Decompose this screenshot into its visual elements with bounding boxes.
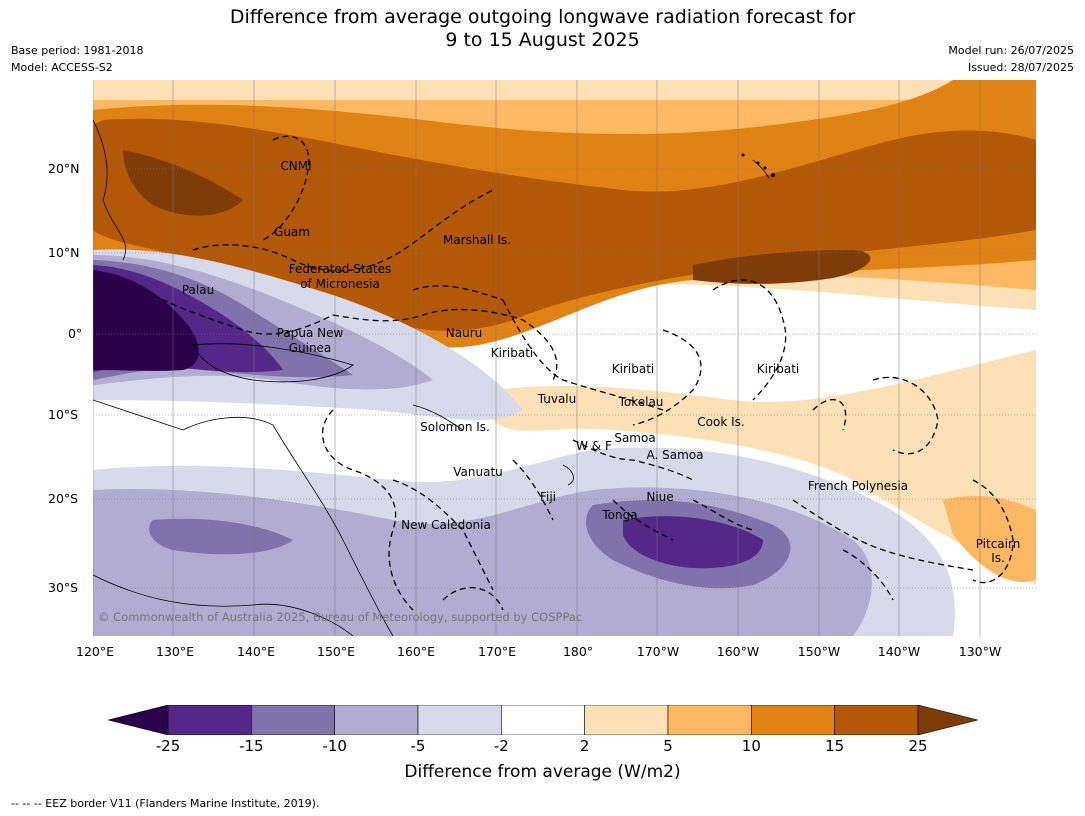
base-period: Base period: 1981-2018 (11, 44, 144, 57)
colorbar-tick-label: 2 (579, 737, 590, 755)
meta-right: Model run: 26/07/2025 Issued: 28/07/2025 (948, 42, 1074, 76)
eez-borders (152, 135, 1014, 611)
place-label: Solomon Is. (420, 420, 490, 434)
place-label: CNMI (280, 159, 312, 173)
lat-label-20s: 20°S (48, 491, 79, 506)
lat-label-30s: 30°S (48, 580, 79, 595)
place-label: Vanuatu (453, 465, 503, 479)
colorbar-tick-label: -15 (239, 737, 264, 755)
lon-label-170w: 170°W (636, 644, 680, 659)
lon-label-160w: 160°W (716, 644, 760, 659)
place-label: Marshall Is. (443, 233, 511, 247)
lon-label-150e: 150°E (316, 644, 356, 659)
colorbar (107, 704, 979, 736)
place-label: Papua New (276, 326, 344, 340)
colorbar-svg (107, 704, 979, 736)
lon-label-130e: 130°E (155, 644, 195, 659)
place-label: Fiji (539, 490, 557, 504)
place-label: Niue (646, 490, 674, 504)
coastlines (93, 119, 770, 636)
place-label: New Caledonia (401, 518, 491, 532)
copyright-text: © Commonwealth of Australia 2025, Bureau… (98, 610, 583, 624)
issued-date: Issued: 28/07/2025 (967, 61, 1074, 74)
lon-label-160e: 160°E (396, 644, 436, 659)
place-label: of Micronesia (300, 277, 380, 291)
place-label: Kiribati (756, 362, 800, 376)
lat-gridlines (93, 168, 1036, 589)
lat-label-10n: 10°N (48, 245, 80, 260)
lon-label-120e: 120°E (75, 644, 115, 659)
anomaly-south-cool-core (623, 516, 763, 569)
anomaly-band-north-darkest (93, 118, 1036, 331)
lat-label-0: 0° (68, 326, 83, 341)
anomaly-southeast-warm-mid (943, 495, 1036, 582)
colorbar-tick-label: -5 (410, 737, 426, 755)
colorbar-segment (334, 704, 419, 736)
footnote: -- -- -- EEZ border V11 (Flanders Marine… (11, 797, 320, 810)
lon-gridlines (93, 80, 981, 636)
lat-label-20n: 20°N (48, 161, 80, 176)
place-label: Cook Is. (697, 415, 745, 429)
model-run: Model run: 26/07/2025 (948, 44, 1074, 57)
colorbar-segment (584, 704, 669, 736)
colorbar-extend-high (917, 704, 979, 736)
lon-label-130w: 130°W (958, 644, 1002, 659)
place-label: Kiribati (611, 362, 655, 376)
colorbar-tick-label: -2 (493, 737, 509, 755)
model-name: Model: ACCESS-S2 (11, 61, 113, 74)
lon-label-170e: 170°E (477, 644, 517, 659)
colorbar-segment (834, 704, 919, 736)
colorbar-segment (167, 704, 252, 736)
place-label: Federated States (288, 262, 392, 276)
colorbar-segment (251, 704, 335, 736)
place-label: Pitcairn (975, 537, 1021, 551)
colorbar-tick-label: -10 (322, 737, 347, 755)
place-label: Tokelau (618, 395, 664, 409)
map-svg (93, 80, 1036, 636)
title-line-2: 9 to 15 August 2025 (445, 29, 640, 51)
map-title: Difference from average outgoing longwav… (0, 6, 1085, 52)
colorbar-tick-label: 15 (825, 737, 845, 755)
colorbar-segment (501, 704, 585, 736)
place-label: W & F (576, 439, 612, 453)
colorbar-extend-low (107, 704, 169, 736)
place-label: Kiribati (490, 346, 534, 360)
place-label: Nauru (445, 326, 483, 340)
lat-label-10s: 10°S (48, 407, 79, 422)
lon-label-140w: 140°W (877, 644, 921, 659)
colorbar-segment (667, 704, 752, 736)
lon-label-180: 180° (562, 644, 594, 659)
map-panel[interactable] (93, 80, 1036, 636)
place-label: A. Samoa (646, 448, 704, 462)
place-label: Palau (181, 283, 215, 297)
colorbar-tick-label: 5 (663, 737, 673, 755)
place-label: Tonga (602, 508, 638, 522)
colorbar-segment (751, 704, 835, 736)
colorbar-tick-label: -25 (155, 737, 181, 755)
hawaii-islands (741, 153, 775, 177)
lon-label-150w: 150°W (797, 644, 841, 659)
anomaly-southeast-warm (493, 350, 1036, 585)
colorbar-segment (417, 704, 502, 736)
anomaly-core-north-1 (123, 150, 243, 216)
title-line-1: Difference from average outgoing longwav… (229, 6, 856, 28)
place-label: Is. (991, 551, 1005, 565)
place-label: Tuvalu (537, 392, 577, 406)
anomaly-core-north-2 (693, 250, 871, 284)
colorbar-tick-label: 25 (908, 737, 928, 755)
anomaly-south-cool-strong-west (149, 518, 293, 555)
place-label: Guinea (288, 341, 332, 355)
colorbar-tick-label: 10 (741, 737, 761, 755)
lon-label-140e: 140°E (236, 644, 276, 659)
place-label: Samoa (614, 431, 656, 445)
anomaly-west-cool-core (93, 270, 199, 371)
meta-left: Base period: 1981-2018 Model: ACCESS-S2 (11, 42, 143, 76)
place-label: French Polynesia (807, 479, 909, 493)
place-label: Guam (274, 225, 310, 239)
colorbar-title: Difference from average (W/m2) (404, 762, 681, 782)
